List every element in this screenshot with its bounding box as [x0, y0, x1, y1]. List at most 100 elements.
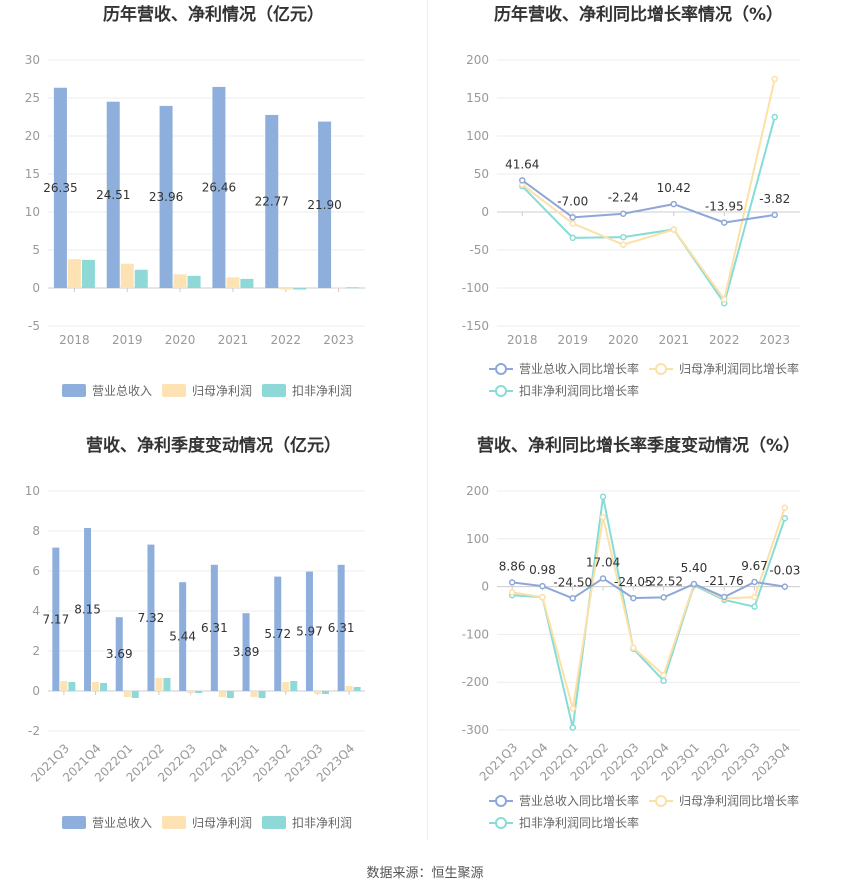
bar [242, 613, 250, 691]
data-label: 24.51 [96, 188, 130, 202]
y-tick-label: 100 [466, 532, 489, 546]
bar [60, 681, 68, 691]
point [690, 580, 698, 588]
x-axis: 2021Q32021Q42022Q12022Q22022Q32022Q42023… [28, 691, 357, 785]
bar [123, 691, 131, 697]
series-line [521, 116, 776, 306]
data-label: -13.95 [705, 200, 744, 214]
point [508, 589, 516, 596]
y-tick-label: -200 [462, 675, 489, 689]
bar [210, 564, 218, 691]
point [539, 593, 546, 601]
x-tick-label: 2021 [658, 333, 689, 347]
data-label: 23.96 [149, 190, 183, 204]
y-tick-label: 10 [25, 484, 40, 498]
y-tick-label: -100 [462, 627, 489, 641]
point [630, 644, 637, 652]
annual-revenue-profit-chart: 历年营收、净利情况（亿元） -5 0 5 10 15 20 25 30 2018 2019 2020 2… [0, 0, 427, 410]
data-label: 21.90 [307, 198, 341, 212]
data-label: -21.76 [705, 574, 744, 588]
point [721, 296, 728, 303]
bar [92, 682, 100, 691]
point [620, 241, 627, 248]
data-label: 5.97 [296, 624, 323, 638]
x-tick-label: 2020 [165, 333, 196, 347]
y-tick-label: 8 [32, 524, 40, 538]
point [630, 594, 637, 602]
bar [67, 259, 81, 288]
bar [147, 544, 155, 691]
x-tick-label: 2019 [557, 333, 588, 347]
legend-label: 归母净利润同比增长率 [679, 361, 799, 376]
legend-label: 扣非净利润同比增长率 [519, 815, 639, 830]
y-tick-label: -150 [462, 319, 489, 333]
legend-label: 扣非净利润同比增长率 [519, 383, 639, 398]
data-label: 9.67 [741, 559, 768, 573]
bar [250, 691, 258, 697]
data-label: 26.46 [202, 180, 236, 194]
bar [84, 528, 92, 691]
y-tick-label: 50 [474, 167, 489, 181]
y-tick-label: 100 [466, 129, 489, 143]
x-tick-label: 2023 [323, 333, 354, 347]
point [751, 593, 758, 601]
y-tick-label: -100 [462, 281, 489, 295]
point [569, 595, 576, 602]
y-axis: -300 -200 -100 0 100 200 [462, 484, 800, 737]
chart-title: 营收、净利同比增长率季度变动情况（%） [477, 435, 800, 456]
series-1 [60, 678, 353, 697]
x-tick-label: 2021 [218, 333, 249, 347]
x-tick-label: 2023 [759, 333, 790, 347]
bar [282, 682, 290, 691]
data-label: 3.89 [233, 645, 260, 659]
point [751, 578, 758, 586]
bar [134, 269, 148, 288]
bar [321, 691, 329, 694]
series-2 [508, 493, 789, 731]
bar [52, 547, 60, 691]
y-tick-label: -50 [469, 243, 489, 257]
y-tick-label: -300 [462, 723, 489, 737]
y-tick-label: 10 [25, 205, 40, 219]
bar [115, 617, 123, 691]
data-label: -24.05 [614, 575, 653, 589]
data-label: 41.64 [505, 157, 539, 171]
point [771, 113, 778, 121]
y-tick-label: 0 [32, 281, 40, 295]
legend-swatch [62, 816, 86, 829]
bar [163, 678, 171, 691]
data-label: -0.03 [769, 564, 800, 578]
data-label: 5.44 [169, 630, 196, 644]
point [599, 514, 607, 521]
legend: 营业总收入 归母净利润 扣非净利润 [62, 384, 352, 398]
y-tick-label: -5 [28, 319, 40, 333]
y-tick-label: 25 [25, 91, 40, 105]
chart-title: 历年营收、净利同比增长率情况（%） [494, 4, 783, 25]
legend-swatch [62, 384, 86, 397]
chart-title: 历年营收、净利情况（亿元） [103, 4, 324, 25]
point [670, 200, 677, 208]
y-tick-label: 30 [25, 53, 40, 67]
y-tick-label: 5 [32, 243, 40, 257]
point [771, 75, 778, 83]
y-tick-label: 15 [25, 167, 40, 181]
series-1 [519, 75, 778, 303]
legend-marker [655, 795, 667, 807]
bar [240, 278, 254, 288]
point [508, 579, 516, 586]
x-tick-label: 2022 [270, 333, 301, 347]
bar [187, 275, 201, 288]
legend-swatch [262, 816, 286, 829]
point [569, 220, 576, 227]
bar [279, 288, 293, 290]
panel-divider [427, 0, 428, 840]
series-line [521, 179, 775, 224]
data-label: -22.52 [644, 574, 683, 588]
bar [81, 259, 95, 288]
point [569, 724, 576, 731]
bar [131, 691, 139, 698]
bar [53, 87, 67, 289]
y-tick-label: 6 [32, 564, 40, 578]
